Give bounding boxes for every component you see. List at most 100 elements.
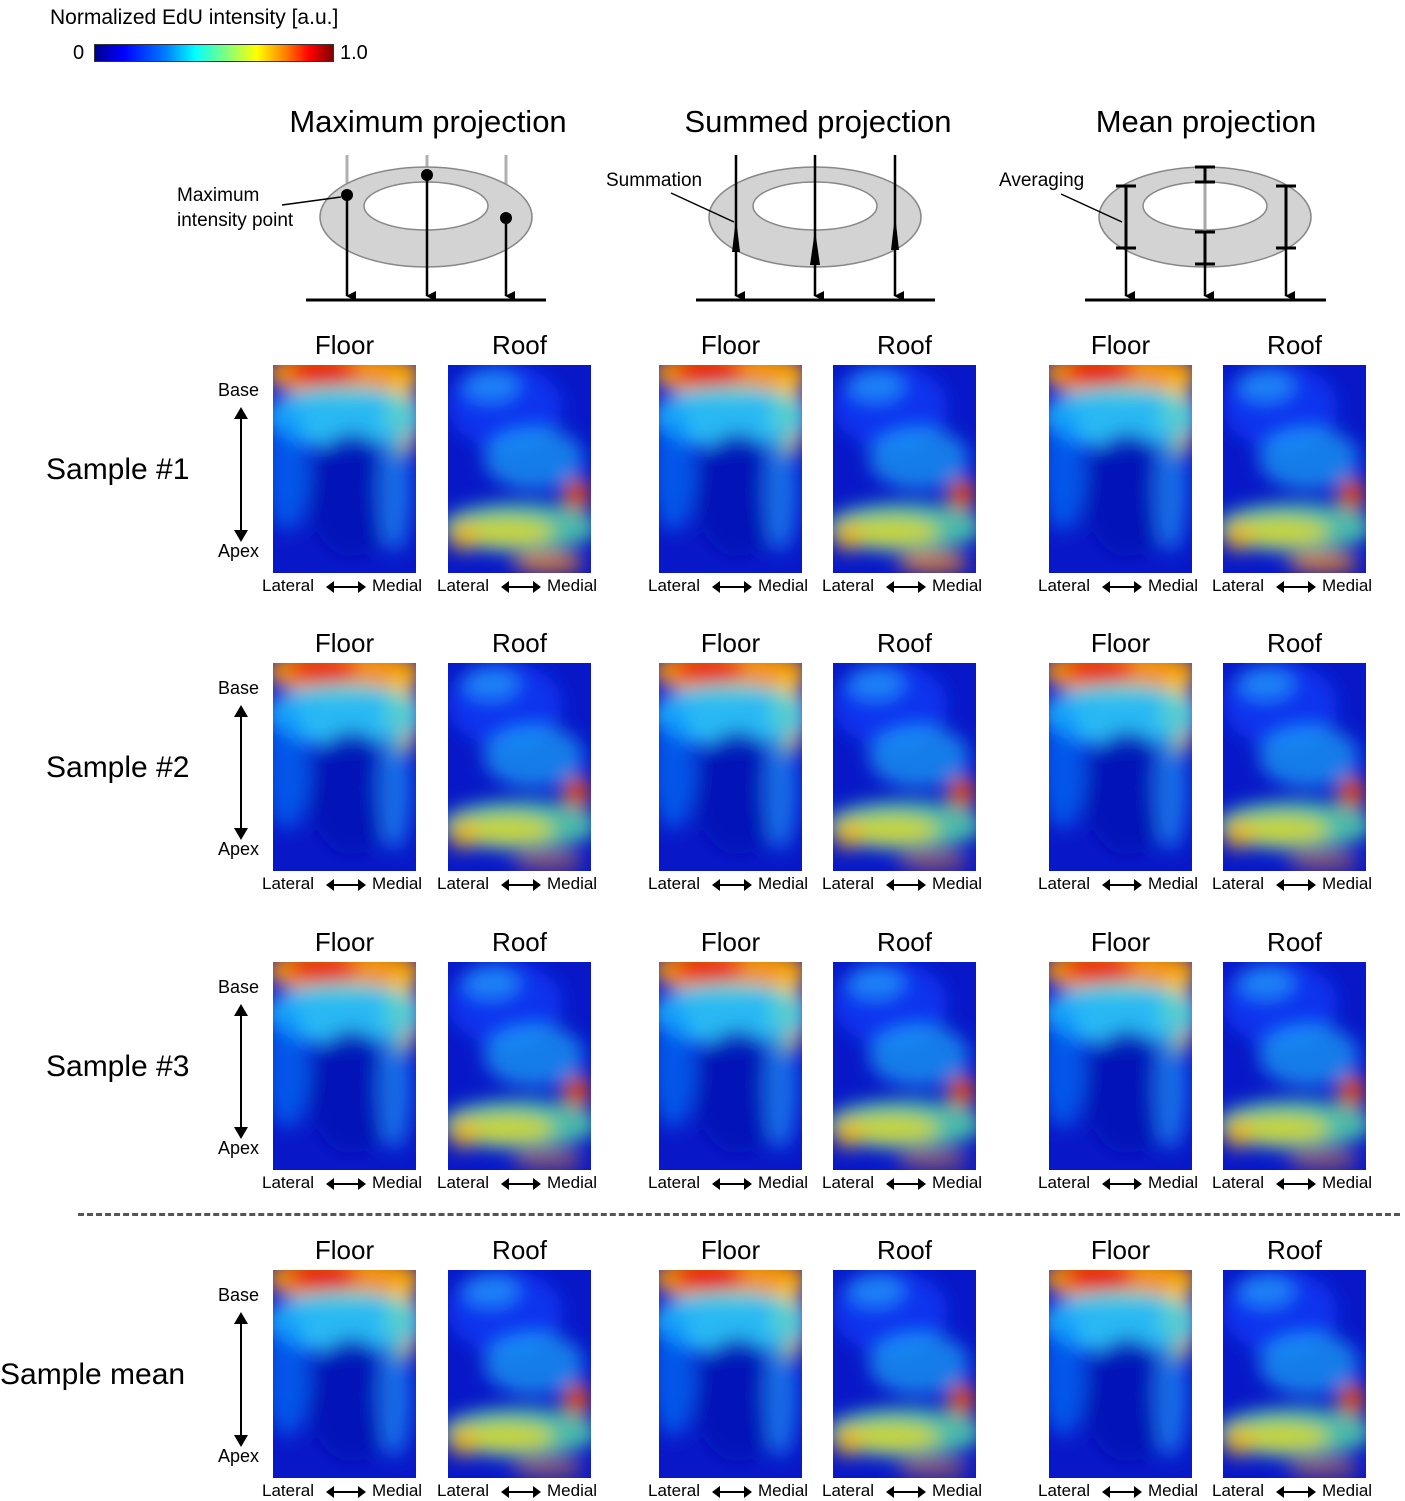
s1-p4-lateral-medial-arrow xyxy=(1102,879,1142,891)
s3-p4-panel-title: Floor xyxy=(1090,1235,1151,1265)
s1-p3-heatmap xyxy=(833,663,976,871)
annotation-summation: Summation xyxy=(606,170,703,191)
s0-p5-medial-label: Medial xyxy=(1322,576,1373,595)
s0-p1-panel-title: Roof xyxy=(492,330,547,360)
s3-apex-label: Apex xyxy=(218,1446,260,1466)
s2-p3-heatmap xyxy=(833,962,976,1170)
s0-p1-medial-label: Medial xyxy=(547,576,598,595)
s2-p3-lateral-label: Lateral xyxy=(822,1173,874,1192)
s3-p4-lateral-label: Lateral xyxy=(1038,1481,1090,1500)
s2-base-apex-arrow xyxy=(234,1004,248,1139)
s3-p2-medial-label: Medial xyxy=(758,1481,809,1500)
s3-p5-medial-label: Medial xyxy=(1322,1481,1373,1500)
s1-p1-medial-label: Medial xyxy=(547,874,598,893)
s2-p4-lateral-medial-arrow xyxy=(1102,1178,1142,1190)
s0-p5-heatmap xyxy=(1223,365,1366,573)
s2-p1-heatmap xyxy=(448,962,591,1170)
s1-p3-medial-label: Medial xyxy=(932,874,983,893)
s0-p2-lateral-label: Lateral xyxy=(648,576,700,595)
s3-p3-lateral-label: Lateral xyxy=(822,1481,874,1500)
s2-p5-heatmap xyxy=(1223,962,1366,1170)
s3-p1-medial-label: Medial xyxy=(547,1481,598,1500)
s1-p0-lateral-label: Lateral xyxy=(262,874,314,893)
s0-apex-label: Apex xyxy=(218,541,260,561)
s3-base-apex-arrow xyxy=(234,1312,248,1447)
s2-p3-panel-title: Roof xyxy=(877,927,932,957)
s0-p1-lateral-label: Lateral xyxy=(437,576,489,595)
s2-sample-label: Sample #3 xyxy=(46,1050,190,1083)
s0-p3-heatmap xyxy=(833,365,976,573)
s2-p0-heatmap xyxy=(273,962,416,1170)
s0-p4-medial-label: Medial xyxy=(1148,576,1199,595)
s1-p4-medial-label: Medial xyxy=(1148,874,1199,893)
s2-p1-lateral-label: Lateral xyxy=(437,1173,489,1192)
s1-base-apex-arrow xyxy=(234,705,248,840)
s0-sample-label: Sample #1 xyxy=(46,453,190,486)
s1-p2-heatmap xyxy=(659,663,802,871)
s3-p1-lateral-medial-arrow xyxy=(501,1486,541,1498)
sample-mean-divider xyxy=(78,1213,1400,1216)
s1-p2-lateral-label: Lateral xyxy=(648,874,700,893)
s1-p3-panel-title: Roof xyxy=(877,628,932,658)
s3-p5-panel-title: Roof xyxy=(1267,1235,1322,1265)
colorbar-title: Normalized EdU intensity [a.u.] xyxy=(50,6,339,29)
s1-p1-lateral-medial-arrow xyxy=(501,879,541,891)
colorbar xyxy=(94,44,334,62)
s0-p3-lateral-medial-arrow xyxy=(886,581,926,593)
annotation-intensity-point: intensity point xyxy=(177,210,294,231)
s2-p1-medial-label: Medial xyxy=(547,1173,598,1192)
s2-p3-lateral-medial-arrow xyxy=(886,1178,926,1190)
s1-sample-label: Sample #2 xyxy=(46,751,190,784)
projection-diagrams xyxy=(281,155,1326,302)
s0-p4-heatmap xyxy=(1049,365,1192,573)
s3-p5-heatmap xyxy=(1223,1270,1366,1478)
s0-p0-medial-label: Medial xyxy=(372,576,423,595)
s1-apex-label: Apex xyxy=(218,839,260,859)
s0-p4-lateral-medial-arrow xyxy=(1102,581,1142,593)
s3-p1-heatmap xyxy=(448,1270,591,1478)
s3-p5-lateral-medial-arrow xyxy=(1276,1486,1316,1498)
s3-p3-lateral-medial-arrow xyxy=(886,1486,926,1498)
s1-p2-lateral-medial-arrow xyxy=(712,879,752,891)
s0-p2-panel-title: Floor xyxy=(700,330,761,360)
s3-p2-lateral-label: Lateral xyxy=(648,1481,700,1500)
s2-base-label: Base xyxy=(218,977,260,997)
s2-p0-medial-label: Medial xyxy=(372,1173,423,1192)
s3-p0-lateral-label: Lateral xyxy=(262,1481,314,1500)
s0-p0-lateral-label: Lateral xyxy=(262,576,314,595)
s0-base-apex-arrow xyxy=(234,407,248,542)
s3-p2-panel-title: Floor xyxy=(700,1235,761,1265)
s2-p1-panel-title: Roof xyxy=(492,927,547,957)
s1-p4-lateral-label: Lateral xyxy=(1038,874,1090,893)
s0-p1-lateral-medial-arrow xyxy=(501,581,541,593)
s2-p2-lateral-medial-arrow xyxy=(712,1178,752,1190)
s1-p4-panel-title: Floor xyxy=(1090,628,1151,658)
s0-p0-panel-title: Floor xyxy=(314,330,375,360)
s0-p0-lateral-medial-arrow xyxy=(326,581,366,593)
s2-p4-panel-title: Floor xyxy=(1090,927,1151,957)
s2-p5-medial-label: Medial xyxy=(1322,1173,1373,1192)
s1-p1-lateral-label: Lateral xyxy=(437,874,489,893)
s3-p4-heatmap xyxy=(1049,1270,1192,1478)
s0-base-label: Base xyxy=(218,380,260,400)
s3-sample-label: Sample mean xyxy=(0,1358,186,1391)
s1-p0-heatmap xyxy=(273,663,416,871)
mean-projection-diagram xyxy=(1060,165,1326,302)
s3-p2-heatmap xyxy=(659,1270,802,1478)
s3-p5-lateral-label: Lateral xyxy=(1212,1481,1264,1500)
s0-p3-lateral-label: Lateral xyxy=(822,576,874,595)
s2-p3-medial-label: Medial xyxy=(932,1173,983,1192)
s3-p2-lateral-medial-arrow xyxy=(712,1486,752,1498)
summed-projection-diagram xyxy=(670,155,935,302)
s1-p0-lateral-medial-arrow xyxy=(326,879,366,891)
s2-p4-medial-label: Medial xyxy=(1148,1173,1199,1192)
s1-p3-lateral-label: Lateral xyxy=(822,874,874,893)
s2-p1-lateral-medial-arrow xyxy=(501,1178,541,1190)
s1-p5-medial-label: Medial xyxy=(1322,874,1373,893)
projection-title-mean: Mean projection xyxy=(1095,104,1317,139)
s2-p0-panel-title: Floor xyxy=(314,927,375,957)
s2-p5-lateral-medial-arrow xyxy=(1276,1178,1316,1190)
s1-p0-panel-title: Floor xyxy=(314,628,375,658)
colorbar-min-label: 0 xyxy=(73,42,85,64)
s1-p5-panel-title: Roof xyxy=(1267,628,1322,658)
